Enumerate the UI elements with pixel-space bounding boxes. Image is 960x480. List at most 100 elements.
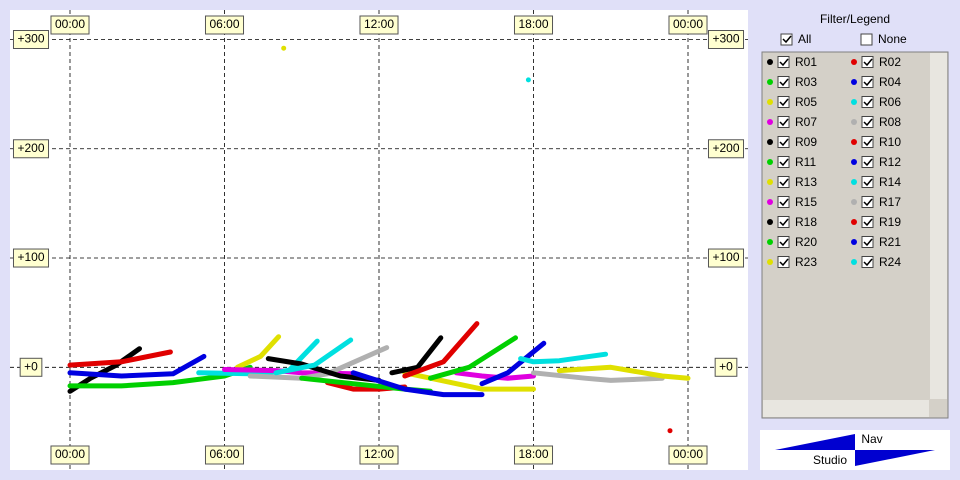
legend-label[interactable]: R08: [879, 115, 901, 129]
check: [863, 198, 873, 207]
legend-swatch: [851, 159, 857, 165]
legend-checkbox[interactable]: [777, 196, 790, 208]
legend-swatch: [851, 139, 857, 145]
y-tick-label-text: +200: [17, 141, 44, 155]
grid: [10, 10, 748, 470]
x-tick-label: 00:00: [50, 15, 90, 35]
series-line: [531, 370, 665, 383]
y-tick-label: +300: [12, 30, 50, 50]
x-tick-label-box: [50, 15, 90, 35]
legend-checkbox[interactable]: [777, 56, 790, 68]
plot-area: [10, 10, 748, 470]
y-tick-label-text: +100: [17, 250, 44, 264]
none-label[interactable]: None: [878, 32, 907, 46]
legend-swatch: [767, 179, 773, 185]
legend-label[interactable]: R18: [795, 215, 817, 229]
legend-label[interactable]: R06: [879, 95, 901, 109]
x-tick-label: 00:00: [668, 445, 708, 465]
y-tick-label-box: [707, 30, 745, 50]
legend-label[interactable]: R01: [795, 55, 817, 69]
legend-checkbox[interactable]: [861, 136, 874, 148]
legend-checkbox[interactable]: [777, 96, 790, 108]
legend-checkbox[interactable]: [861, 216, 874, 228]
y-tick-label-box: [707, 139, 745, 159]
check: [779, 78, 789, 87]
y-tick-label-text: +300: [712, 32, 739, 46]
nav-top[interactable]: Nav: [861, 432, 882, 446]
y-tick-label-box: [12, 248, 50, 268]
legend-checkbox[interactable]: [861, 56, 874, 68]
legend-label[interactable]: R17: [879, 195, 901, 209]
check: [779, 118, 789, 127]
legend-label[interactable]: R05: [795, 95, 817, 109]
check: [779, 138, 789, 147]
legend-checkbox[interactable]: [861, 156, 874, 168]
legend-checkbox[interactable]: [861, 176, 874, 188]
legend-checkbox[interactable]: [777, 176, 790, 188]
series-line: [556, 364, 691, 381]
legend-label[interactable]: R13: [795, 175, 817, 189]
scrollbar[interactable]: [930, 53, 947, 399]
y-tick-label: +300: [707, 30, 745, 50]
legend-label[interactable]: R14: [879, 175, 901, 189]
legend-checkbox[interactable]: [861, 236, 874, 248]
legend-checkbox[interactable]: [777, 76, 790, 88]
legend-label[interactable]: R09: [795, 135, 817, 149]
series-line: [402, 321, 480, 379]
legend-checkbox[interactable]: [861, 76, 874, 88]
legend-checkbox[interactable]: [777, 256, 790, 268]
y-tick-label-box: [12, 30, 50, 50]
legend-checkbox[interactable]: [861, 256, 874, 268]
legend-label[interactable]: R23: [795, 255, 817, 269]
series-line: [273, 337, 354, 376]
legend-label[interactable]: R02: [879, 55, 901, 69]
x-tick-label-text: 00:00: [55, 447, 85, 461]
x-tick-label-text: 06:00: [209, 447, 239, 461]
y-tick-label-box: [19, 357, 43, 377]
legend-label[interactable]: R12: [879, 155, 901, 169]
legend-label[interactable]: R03: [795, 75, 817, 89]
legend-checkbox[interactable]: [777, 216, 790, 228]
series-line: [67, 349, 673, 434]
x-tick-label: 12:00: [359, 445, 399, 465]
legend-label[interactable]: R24: [879, 255, 901, 269]
legend-swatch: [851, 219, 857, 225]
legend-swatch: [767, 139, 773, 145]
legend-swatch: [767, 99, 773, 105]
all-checkbox[interactable]: [780, 33, 793, 46]
all-label[interactable]: All: [798, 32, 811, 46]
legend-checkbox[interactable]: [777, 136, 790, 148]
legend-label[interactable]: R04: [879, 75, 901, 89]
legend-label[interactable]: R20: [795, 235, 817, 249]
nav-shape: [775, 434, 855, 450]
legend-checkbox[interactable]: [777, 116, 790, 128]
x-tick-label-text: 18:00: [518, 17, 548, 31]
legend-checkbox[interactable]: [777, 236, 790, 248]
none-checkbox[interactable]: [860, 33, 873, 46]
h-scrollbar[interactable]: [763, 400, 929, 417]
series-line: [428, 335, 518, 381]
x-tick-label-box: [50, 445, 90, 465]
y-tick-label: +100: [12, 248, 50, 268]
legend-label[interactable]: R10: [879, 135, 901, 149]
legend-label[interactable]: R07: [795, 115, 817, 129]
legend-swatch: [851, 239, 857, 245]
x-tick-label: 00:00: [668, 15, 708, 35]
series-line: [234, 45, 287, 370]
legend-checkbox[interactable]: [777, 156, 790, 168]
x-tick-label-box: [513, 445, 554, 465]
x-tick-label-box: [668, 445, 708, 465]
x-tick-label-box: [204, 15, 245, 35]
nav-bottom[interactable]: Studio: [813, 453, 847, 467]
y-tick-label: +100: [707, 248, 745, 268]
legend-label[interactable]: R15: [795, 195, 817, 209]
legend-label[interactable]: R19: [879, 215, 901, 229]
legend-checkbox[interactable]: [861, 116, 874, 128]
legend-label[interactable]: R11: [795, 155, 816, 169]
legend-label[interactable]: R21: [879, 235, 901, 249]
x-tick-label-text: 00:00: [673, 17, 703, 31]
legend-checkbox[interactable]: [861, 96, 874, 108]
legend-swatch: [851, 99, 857, 105]
legend-checkbox[interactable]: [861, 196, 874, 208]
